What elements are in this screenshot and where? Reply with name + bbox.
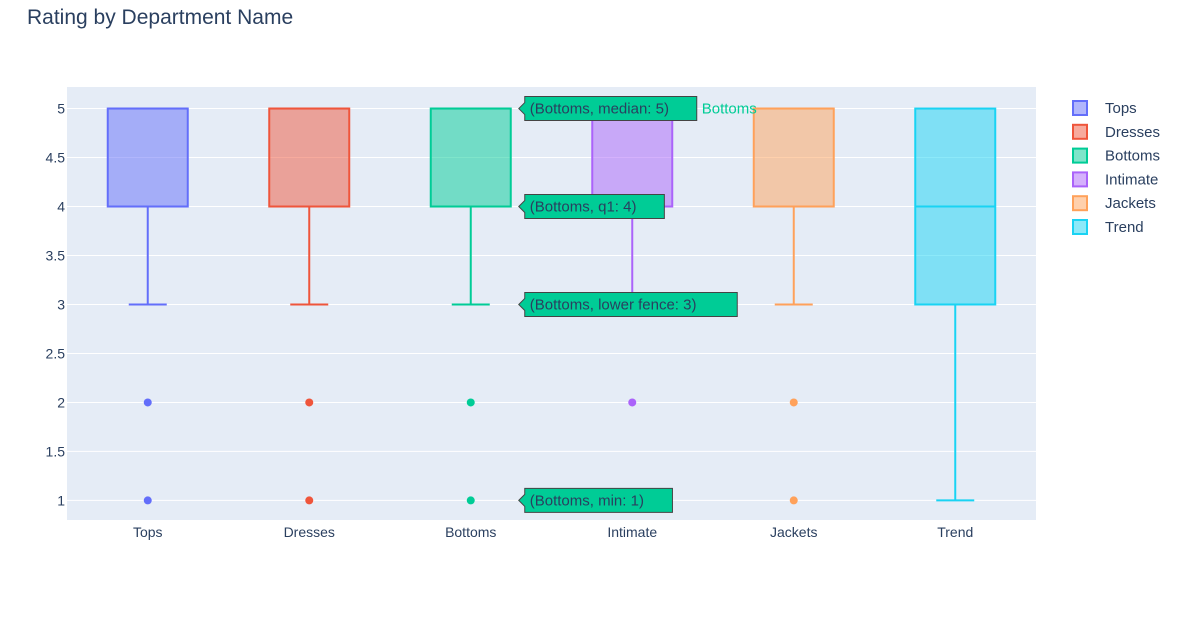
legend-label: Intimate — [1105, 171, 1158, 188]
x-tick-label: Jackets — [770, 524, 817, 540]
legend-item-dresses[interactable]: Dresses — [1072, 123, 1160, 141]
hover-label-box — [518, 194, 665, 220]
hover-labels: (Bottoms, median: 5) (Bottoms, q1: 4) (Bot… — [518, 96, 757, 513]
box-trace-bottoms[interactable] — [429, 107, 512, 505]
outlier-point[interactable] — [466, 398, 475, 407]
x-tick-label: Tops — [133, 524, 163, 540]
hover-label-text: (Bottoms, q1: 4) — [530, 199, 637, 216]
legend-item-trend[interactable]: Trend — [1072, 219, 1144, 236]
y-tick-label: 4 — [57, 199, 65, 215]
outlier-point[interactable] — [305, 496, 314, 505]
legend-swatch — [1072, 195, 1088, 212]
outlier-point[interactable] — [466, 496, 475, 505]
legend-swatch — [1072, 123, 1088, 140]
legend-item-tops[interactable]: Tops — [1072, 100, 1137, 117]
hover-label: (Bottoms, lower fence: 3) — [518, 291, 738, 317]
chart-title: Rating by Department Name — [27, 6, 294, 29]
hover-label: (Bottoms, q1: 4) — [518, 194, 665, 220]
box-body[interactable] — [106, 107, 189, 208]
hover-label-box — [518, 96, 698, 122]
legend-swatch — [1072, 171, 1088, 188]
y-tick-label: 2 — [57, 394, 65, 410]
y-tick-label: 4.5 — [46, 150, 66, 166]
y-tick-label: 5 — [57, 101, 65, 117]
legend-label: Bottoms — [1105, 148, 1160, 165]
outlier-point[interactable] — [628, 398, 637, 407]
y-tick-label: 3.5 — [46, 247, 66, 263]
x-tick-label: Intimate — [607, 524, 657, 540]
legend-label: Tops — [1105, 100, 1137, 117]
outlier-point[interactable] — [143, 496, 152, 505]
hover-label-text: (Bottoms, min: 1) — [530, 492, 644, 509]
box-trace-tops[interactable] — [106, 107, 189, 505]
box-body[interactable] — [429, 107, 512, 208]
hover-label-box — [518, 291, 738, 317]
legend-swatch — [1072, 100, 1088, 116]
hover-label-text: (Bottoms, lower fence: 3) — [530, 296, 697, 313]
legend-item-jackets[interactable]: Jackets — [1072, 195, 1156, 212]
box-trace-trend[interactable] — [914, 107, 997, 502]
legend-label: Jackets — [1105, 195, 1156, 212]
x-axis-ticks: Tops Dresses Bottoms Intimate Jackets Trend — [133, 524, 973, 540]
x-tick-label: Dresses — [284, 524, 335, 540]
x-tick-label: Trend — [937, 524, 973, 540]
legend-label: Dresses — [1105, 124, 1160, 141]
hover-label-box — [518, 487, 673, 513]
legend-swatch — [1072, 219, 1088, 235]
box-trace-dresses[interactable] — [268, 107, 351, 505]
hover-trace-name: Bottoms — [702, 101, 757, 118]
legend-item-intimate[interactable]: Intimate — [1072, 171, 1158, 188]
y-axis-ticks: 1 1.5 2 2.5 3 3.5 4 4.5 5 — [46, 101, 66, 509]
outlier-point[interactable] — [143, 398, 152, 407]
x-tick-label: Bottoms — [445, 524, 496, 540]
outlier-point[interactable] — [789, 398, 798, 407]
y-tick-label: 1.5 — [46, 443, 66, 459]
box-body[interactable] — [591, 107, 674, 208]
legend-swatch — [1072, 147, 1088, 164]
box-body[interactable] — [752, 107, 835, 208]
legend-item-bottoms[interactable]: Bottoms — [1072, 147, 1160, 165]
outlier-point[interactable] — [305, 398, 314, 407]
box-trace-jackets[interactable] — [752, 107, 835, 505]
box-traces[interactable] — [106, 107, 997, 505]
legend[interactable]: Tops Dresses Bottoms Intimate Jackets Trend — [1072, 100, 1160, 236]
y-tick-label: 3 — [57, 296, 65, 312]
hover-label-text: (Bottoms, median: 5) — [530, 101, 669, 118]
outlier-point[interactable] — [789, 496, 798, 505]
legend-label: Trend — [1105, 219, 1144, 236]
hover-label: (Bottoms, median: 5) — [518, 96, 698, 122]
y-tick-label: 2.5 — [46, 345, 66, 361]
box-body[interactable] — [268, 107, 351, 208]
y-tick-label: 1 — [57, 492, 65, 508]
hover-label: (Bottoms, min: 1) — [518, 487, 673, 513]
